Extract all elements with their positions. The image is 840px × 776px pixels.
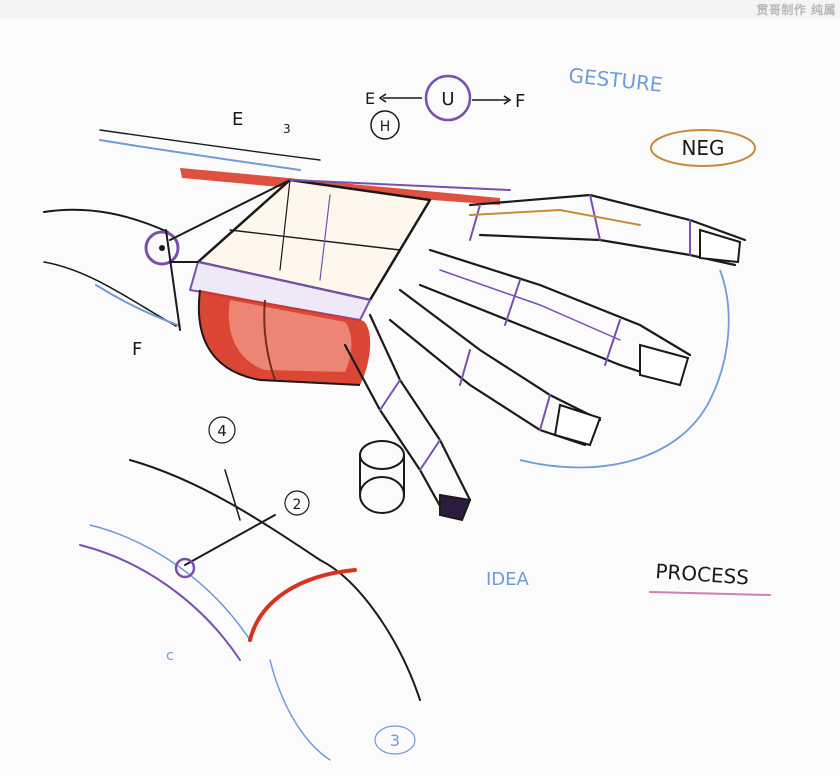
finger-middle bbox=[418, 248, 692, 387]
label-ext-e: E bbox=[365, 89, 375, 108]
label-flex-f: F bbox=[515, 91, 525, 112]
num-2-circle bbox=[284, 490, 310, 516]
forearm-sketch bbox=[43, 129, 321, 331]
red-palm-cylinder bbox=[197, 289, 371, 386]
top-frame-bar bbox=[0, 0, 840, 18]
label-small-3: 3 bbox=[283, 122, 291, 136]
num-4-circle bbox=[208, 416, 236, 444]
label-neg: NEG bbox=[681, 136, 724, 160]
label-u: U bbox=[441, 89, 454, 110]
label-e: E bbox=[232, 109, 243, 130]
finger-pinky bbox=[343, 313, 472, 522]
h-circle bbox=[370, 110, 400, 140]
arrowhead-right bbox=[503, 95, 512, 105]
num-3-oval bbox=[374, 725, 416, 755]
wrist-detail-sketch bbox=[79, 459, 771, 761]
hand-box-sketch bbox=[169, 178, 511, 321]
label-f-left: F bbox=[132, 339, 142, 360]
label-gesture: GESTURE bbox=[567, 63, 663, 97]
label-process: PROCESS bbox=[655, 559, 750, 589]
label-3-bottom: 3 bbox=[390, 731, 400, 750]
label-h: H bbox=[380, 119, 391, 135]
u-circle bbox=[424, 74, 472, 122]
label-idea: IDEA bbox=[486, 569, 530, 590]
watermark-text: 贯哥制作 纯属 bbox=[756, 3, 836, 17]
label-4: 4 bbox=[217, 422, 227, 440]
finger-ring bbox=[388, 288, 602, 447]
small-cylinder-sketch bbox=[359, 440, 405, 514]
label-c: c bbox=[166, 648, 174, 664]
finger-index bbox=[468, 193, 747, 267]
palm-contour-line bbox=[519, 269, 730, 469]
arrowhead-left bbox=[378, 93, 387, 103]
neg-oval bbox=[650, 129, 756, 167]
label-2: 2 bbox=[293, 497, 302, 513]
